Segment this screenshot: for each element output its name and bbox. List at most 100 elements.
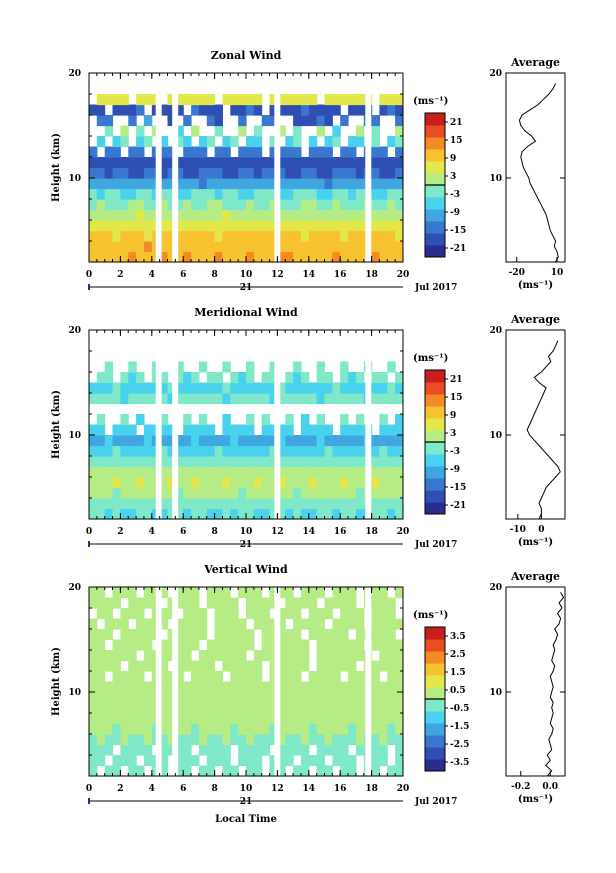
heatmap-cell (340, 723, 349, 735)
heatmap-cell (324, 639, 333, 651)
x-tick-label: 0 (86, 527, 92, 537)
heatmap-cell (128, 597, 137, 609)
heatmap-cell (285, 435, 294, 447)
heatmap-cell (332, 251, 341, 263)
heatmap-cell (120, 692, 129, 704)
heatmap-cell (340, 755, 349, 767)
heatmap-cell (120, 456, 129, 468)
heatmap-cell (316, 639, 325, 651)
heatmap-cell (371, 199, 380, 211)
heatmap-cell (332, 629, 341, 641)
heatmap-cell (348, 178, 357, 190)
heatmap-cell (371, 487, 380, 499)
heatmap-cell (348, 498, 357, 510)
heatmap-cell (379, 435, 388, 447)
heatmap-cell (308, 199, 318, 211)
heatmap-cell (136, 125, 145, 137)
heatmap-cell (379, 618, 388, 630)
heatmap-cell (198, 157, 208, 169)
heatmap-cell (206, 167, 216, 179)
heatmap-cell (269, 692, 278, 704)
heatmap-cell (104, 723, 114, 735)
heatmap-cell (387, 393, 396, 405)
heatmap-cell (246, 230, 255, 242)
heatmap-cell (230, 692, 239, 704)
heatmap-cell (348, 755, 357, 767)
heatmap-cell (324, 382, 333, 394)
heatmap-cell (269, 660, 278, 672)
heatmap-cell (96, 723, 106, 735)
heatmap-cell (159, 587, 169, 599)
heatmap-cell (308, 251, 318, 263)
heatmap-cell (222, 94, 231, 106)
heatmap-cell (293, 104, 302, 116)
heatmap-cell (112, 136, 121, 148)
heatmap-cell (332, 713, 341, 725)
heatmap-cell (206, 209, 216, 221)
date-day-label: 21 (240, 283, 253, 293)
heatmap-cell (159, 498, 169, 510)
heatmap-cell (355, 702, 365, 714)
heatmap-cell (89, 702, 98, 714)
heatmap-cell (387, 618, 396, 630)
heatmap-cell (175, 702, 184, 714)
heatmap-cell (277, 660, 286, 672)
heatmap-cell (214, 220, 223, 232)
heatmap-cell (340, 466, 349, 478)
heatmap-cell (89, 251, 98, 263)
heatmap-cell (183, 744, 192, 756)
heatmap-cell (89, 755, 98, 767)
heatmap-cell (159, 692, 169, 704)
heatmap-cell (324, 723, 333, 735)
heatmap-cell (128, 146, 137, 158)
heatmap-cell (214, 713, 223, 725)
heatmap-cell (277, 230, 286, 242)
colorbar-swatch (425, 735, 445, 748)
heatmap-cell (159, 755, 169, 767)
heatmap-cell (348, 393, 357, 405)
heatmap-cell (89, 456, 98, 468)
y-tick-label: 10 (68, 688, 81, 698)
heatmap-cell (277, 692, 286, 704)
heatmap-cell (387, 498, 396, 510)
heatmap-cell (238, 393, 247, 405)
heatmap-cell (316, 230, 325, 242)
heatmap-cell (324, 477, 333, 489)
heatmap-cell (96, 477, 106, 489)
heatmap-cell (128, 456, 137, 468)
heatmap-cell (198, 692, 208, 704)
heatmap-cell (316, 188, 325, 200)
heatmap-cell (261, 487, 271, 499)
heatmap-cell (387, 136, 396, 148)
heatmap-cell (143, 587, 153, 599)
heatmap-cell (143, 508, 153, 520)
y-tick-label: 20 (68, 69, 81, 79)
heatmap-cell (387, 241, 396, 253)
heatmap-cell (230, 660, 239, 672)
heatmap-cell (316, 692, 325, 704)
heatmap-cell (175, 209, 184, 221)
heatmap-cell (143, 445, 153, 457)
x-tick-label: 0 (86, 270, 92, 280)
heatmap-cell (206, 188, 216, 200)
heatmap-cell (120, 104, 129, 116)
heatmap-cell (340, 115, 349, 127)
heatmap-cell (355, 251, 365, 263)
heatmap-cell (316, 115, 325, 127)
heatmap-cell (261, 608, 271, 620)
heatmap-cell (308, 382, 318, 394)
heatmap-cell (355, 230, 365, 242)
heatmap-cell (348, 241, 357, 253)
heatmap-cell (261, 372, 271, 384)
heatmap-cell (230, 487, 239, 499)
heatmap-cell (183, 372, 192, 384)
heatmap-cell (238, 104, 247, 116)
heatmap-cell (222, 587, 231, 599)
heatmap-cell (308, 241, 318, 253)
heatmap-cell (167, 424, 176, 436)
heatmap-cell (293, 681, 302, 693)
heatmap-cell (395, 744, 404, 756)
heatmap-cell (167, 744, 176, 756)
heatmap-cell (112, 445, 121, 457)
heatmap-cell (387, 681, 396, 693)
